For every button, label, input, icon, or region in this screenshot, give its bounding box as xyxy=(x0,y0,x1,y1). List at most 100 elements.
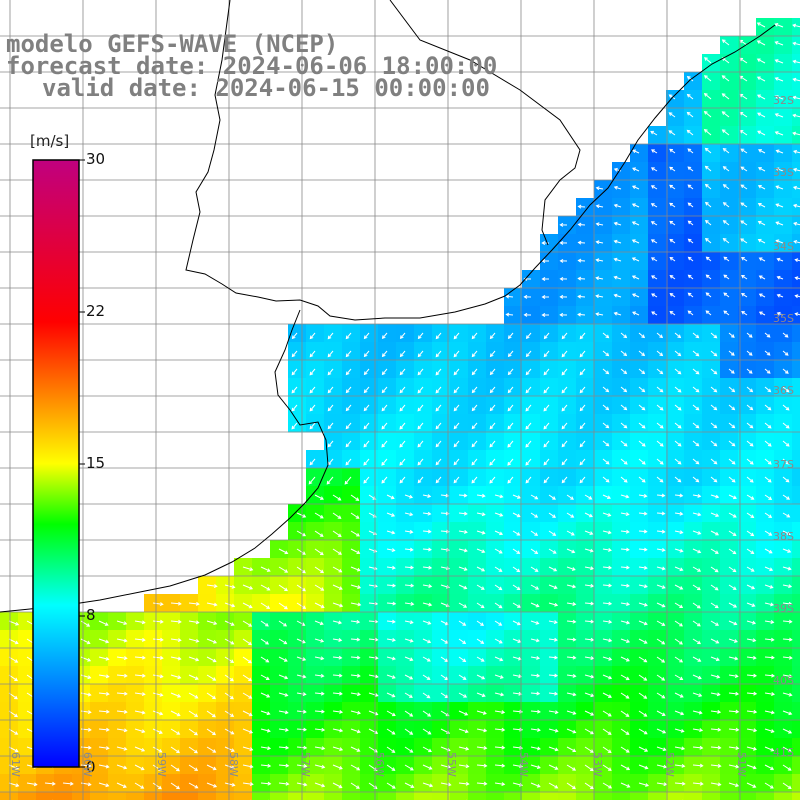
wind-arrow xyxy=(314,512,324,519)
field-cell xyxy=(738,288,757,307)
field-cell xyxy=(594,270,613,289)
wind-arrow-head xyxy=(554,673,559,678)
wind-arrow-head xyxy=(525,461,530,466)
wind-arrow-head xyxy=(374,693,379,697)
wind-arrow-head xyxy=(741,274,745,279)
wind-arrow xyxy=(242,692,252,699)
wind-arrow-head xyxy=(248,659,252,664)
wind-arrow xyxy=(578,277,586,280)
wind-arrow xyxy=(80,656,91,662)
wind-arrow-head xyxy=(445,529,450,534)
field-cell xyxy=(774,270,793,289)
wind-arrow xyxy=(530,512,538,518)
wind-arrow xyxy=(602,530,611,534)
wind-arrow-head xyxy=(645,783,650,787)
wind-arrow-head xyxy=(284,605,288,610)
field-cell xyxy=(774,288,793,307)
wind-arrow-head xyxy=(428,766,433,770)
wind-arrow xyxy=(782,512,790,518)
wind-arrow-head xyxy=(345,407,350,412)
wind-arrow-head xyxy=(505,312,510,317)
field-cell xyxy=(720,180,739,199)
wind-arrow xyxy=(705,166,712,172)
wind-arrow-head xyxy=(445,493,450,498)
wind-arrow-head xyxy=(291,389,296,394)
wind-arrow xyxy=(710,368,717,375)
wind-arrow-head xyxy=(734,656,739,661)
wind-arrow xyxy=(494,728,505,731)
wind-arrow-head xyxy=(194,676,199,680)
wind-arrow-head xyxy=(704,147,709,152)
wind-arrow-head xyxy=(249,782,254,786)
wind-arrow xyxy=(458,584,467,589)
wind-arrow xyxy=(530,728,541,731)
wind-arrow-head xyxy=(788,674,793,679)
wind-arrow-head xyxy=(687,292,692,297)
wind-arrow-head xyxy=(572,602,577,606)
wind-arrow-head xyxy=(704,57,708,61)
wind-arrow-head xyxy=(740,148,745,153)
wind-arrow-head xyxy=(668,112,673,116)
wind-arrow xyxy=(584,620,594,623)
wind-arrow-head xyxy=(481,567,486,572)
wind-arrow-head xyxy=(713,352,718,357)
wind-arrow xyxy=(382,368,388,375)
wind-arrow-head xyxy=(463,493,468,498)
wind-arrow-head xyxy=(541,295,546,299)
field-cell xyxy=(756,54,775,73)
field-cell xyxy=(630,270,649,289)
wind-arrow xyxy=(332,512,341,519)
wind-arrow xyxy=(363,440,370,448)
wind-arrow-head xyxy=(320,638,325,643)
wind-arrow-head xyxy=(176,712,181,717)
wind-arrow-head xyxy=(381,461,385,466)
wind-arrow-head xyxy=(429,783,434,788)
wind-arrow-head xyxy=(669,292,674,297)
wind-arrow-head xyxy=(267,746,272,751)
wind-arrow xyxy=(656,458,664,465)
wind-arrow xyxy=(728,422,735,429)
wind-arrow-head xyxy=(552,496,556,500)
wind-arrow xyxy=(632,185,640,190)
wind-arrow xyxy=(651,293,658,298)
wind-arrow-head xyxy=(356,619,361,624)
wind-arrow xyxy=(404,656,413,661)
wind-arrow xyxy=(710,674,720,678)
wind-arrow xyxy=(242,656,252,664)
wind-arrow xyxy=(746,440,754,447)
wind-arrow-head xyxy=(123,728,128,733)
wind-arrow-head xyxy=(668,94,673,98)
wind-arrow xyxy=(746,746,757,750)
wind-arrow-head xyxy=(697,675,702,680)
wind-arrow-head xyxy=(320,673,325,678)
wind-arrow xyxy=(116,692,127,695)
wind-arrow-head xyxy=(699,745,704,750)
wind-arrow-head xyxy=(471,407,476,412)
wind-arrow xyxy=(722,111,730,118)
wind-arrow-head xyxy=(301,622,306,626)
wind-arrow-head xyxy=(713,424,718,429)
wind-arrow xyxy=(400,332,406,339)
wind-arrow xyxy=(418,332,424,339)
wind-arrow-head xyxy=(641,370,646,375)
wind-arrow-head xyxy=(721,111,726,115)
wind-arrow xyxy=(345,350,352,357)
wind-arrow xyxy=(404,530,413,533)
wind-arrow xyxy=(764,512,772,518)
wind-arrow xyxy=(152,746,162,753)
wind-arrow-head xyxy=(381,443,386,448)
wind-arrow xyxy=(757,58,766,64)
wind-arrow-head xyxy=(507,353,512,358)
wind-arrow-head xyxy=(525,479,530,484)
wind-arrow xyxy=(561,422,568,429)
field-cell xyxy=(792,288,800,307)
wind-arrow xyxy=(512,494,521,499)
wind-arrow-head xyxy=(626,583,630,588)
wind-arrow-head xyxy=(687,256,692,261)
wind-arrow xyxy=(134,692,145,695)
wind-arrow xyxy=(471,350,478,357)
wind-arrow-head xyxy=(757,220,762,225)
wind-arrow-head xyxy=(775,239,780,244)
wind-arrow-head xyxy=(541,313,546,317)
wind-arrow-head xyxy=(543,389,548,394)
